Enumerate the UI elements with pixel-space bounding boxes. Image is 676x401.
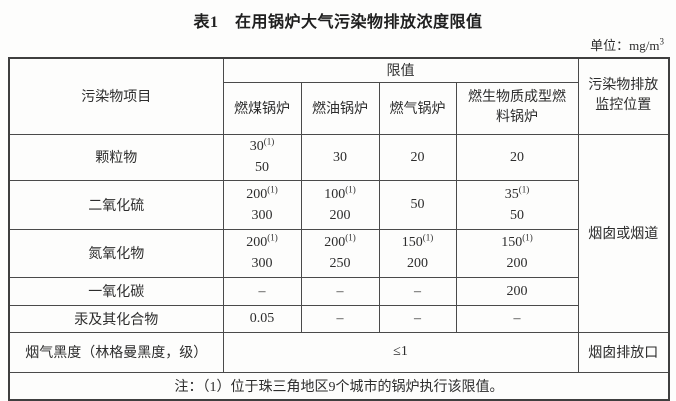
emission-limits-table: 污染物项目 限值 污染物排放 监控位置 燃煤锅炉 燃油锅炉 燃气锅炉 燃生物质成… [8,57,670,401]
limit-value: – [513,311,521,326]
footnote-marker: (1) [267,183,278,194]
pollutant-name-cell: 汞及其化合物 [8,304,224,333]
header-monitor-line1: 污染物排放 [588,78,659,94]
row-sulfur-dioxide: 二氧化硫 200(1) 300 100(1) 200 50 35(1) 50 [8,179,669,230]
header-boiler-biomass: 燃生物质成型燃 料锅炉 [455,81,579,135]
limit-value: 20 [410,149,425,165]
limit-value: – [258,283,266,299]
limit-value: 150 [501,235,523,250]
unit-label: 单位：mg/m3 [8,35,668,54]
pollutant-name-cell: 氮氧化物 [8,228,224,278]
value-cell: 20 [378,133,457,181]
value-cell: – [222,276,302,306]
value-cell: – [378,276,457,306]
value-cell: – [378,304,457,333]
limit-value: 200 [324,235,346,250]
value-cell: 0.05 [222,304,302,333]
limit-value-secondary: 200 [506,256,528,271]
limit-value-secondary: 300 [251,256,273,271]
header-boiler-biomass-line2: 料锅炉 [496,110,538,125]
limit-value: 20 [510,149,524,165]
header-monitor-location: 污染物排放 监控位置 [577,57,670,135]
value-cell: 150(1) 200 [455,228,579,278]
value-cell: 200(1) 300 [222,179,302,230]
footnote-marker: (1) [422,232,434,243]
header-boiler-gas: 燃气锅炉 [378,81,457,135]
pollutant-name-cell: 一氧化碳 [8,276,224,306]
table-title: 表1 在用锅炉大气污染物排放浓度限值 [193,14,483,31]
header-boiler-coal: 燃煤锅炉 [222,81,302,135]
value-cell: 35(1) 50 [455,179,579,230]
row-mercury-compounds: 汞及其化合物 0.05 – – – [8,304,669,333]
value-cell: 150(1) 200 [378,228,457,278]
footnote-marker: (1) [345,183,356,194]
limit-value-secondary: 50 [255,160,269,175]
monitor-location-merged-cell: 烟囱或烟道 [577,133,670,333]
value-cell: 200 [455,276,579,306]
row-footnote: 注：（1）位于珠三角地区9个城市的锅炉执行该限值。 [8,371,670,401]
smoke-monitor-location-cell: 烟囱排放口 [577,331,670,373]
value-cell: – [455,304,579,333]
limit-value: 150 [401,235,423,250]
row-smoke-blackness: 烟气黑度（林格曼黑度，级） ≤1 烟囱排放口 [8,331,670,373]
header-monitor-line2: 监控位置 [595,98,652,114]
limit-value: – [414,311,421,326]
value-cell: 20 [455,133,579,181]
limit-value-secondary: 250 [329,256,351,271]
value-cell: 100(1) 200 [300,179,380,230]
row-carbon-monoxide: 一氧化碳 – – – 200 [8,276,669,306]
value-cell: 30(1) 50 [222,133,302,181]
limit-value-secondary: 50 [510,207,524,223]
footnote-text: 注：（1）位于珠三角地区9个城市的锅炉执行该限值。 [8,371,670,401]
value-cell: 30 [300,133,380,181]
value-cell: 200(1) 250 [300,228,380,278]
header-row-limit-group: 污染物项目 限值 污染物排放 监控位置 [8,57,670,135]
limit-value: 200 [246,186,268,202]
limit-value: 30 [249,139,264,154]
footnote-marker: (1) [263,136,275,147]
value-cell: – [300,304,380,333]
limit-value: 35 [504,186,519,202]
pollutant-name-cell: 烟气黑度（林格曼黑度，级） [8,331,224,373]
value-cell: 200(1) 300 [222,228,302,278]
limit-value: – [336,283,344,299]
unit-text: 单位：mg/m [590,38,660,53]
pollutant-name-cell: 二氧化硫 [8,179,224,230]
header-limit-value: 限值 [222,57,579,83]
limit-value: 200 [246,235,268,250]
limit-value: 50 [410,197,425,212]
limit-value: – [414,283,421,299]
header-boiler-oil: 燃油锅炉 [300,81,380,135]
limit-value: 0.05 [249,311,275,326]
limit-value: 100 [324,186,346,202]
unit-superscript: 3 [659,36,665,47]
value-cell: 50 [378,179,457,230]
limit-value-secondary: 200 [407,256,428,271]
footnote-marker: (1) [518,183,530,194]
pollutant-name-cell: 颗粒物 [8,133,224,181]
row-particulate-matter: 颗粒物 30(1) 50 30 20 20 烟囱或烟道 [8,133,670,333]
footnote-marker: (1) [345,232,356,243]
footnote-marker: (1) [522,232,533,243]
limit-value-secondary: 200 [329,207,351,223]
footnote-marker: (1) [267,232,278,243]
smoke-blackness-value-cell: ≤1 [222,331,579,373]
header-pollutant-item: 污染物项目 [8,57,224,135]
limit-value-secondary: 300 [251,207,273,223]
limit-value: 30 [333,149,347,165]
row-nitrogen-oxides: 氮氧化物 200(1) 300 200(1) 250 150(1) 200 15… [8,228,669,278]
limit-value: – [336,311,344,326]
header-boiler-biomass-line1: 燃生物质成型燃 [468,90,566,105]
limit-value: 200 [506,283,528,299]
header-row-boiler-types: 燃煤锅炉 燃油锅炉 燃气锅炉 燃生物质成型燃 料锅炉 [9,81,669,135]
value-cell: – [300,276,380,306]
